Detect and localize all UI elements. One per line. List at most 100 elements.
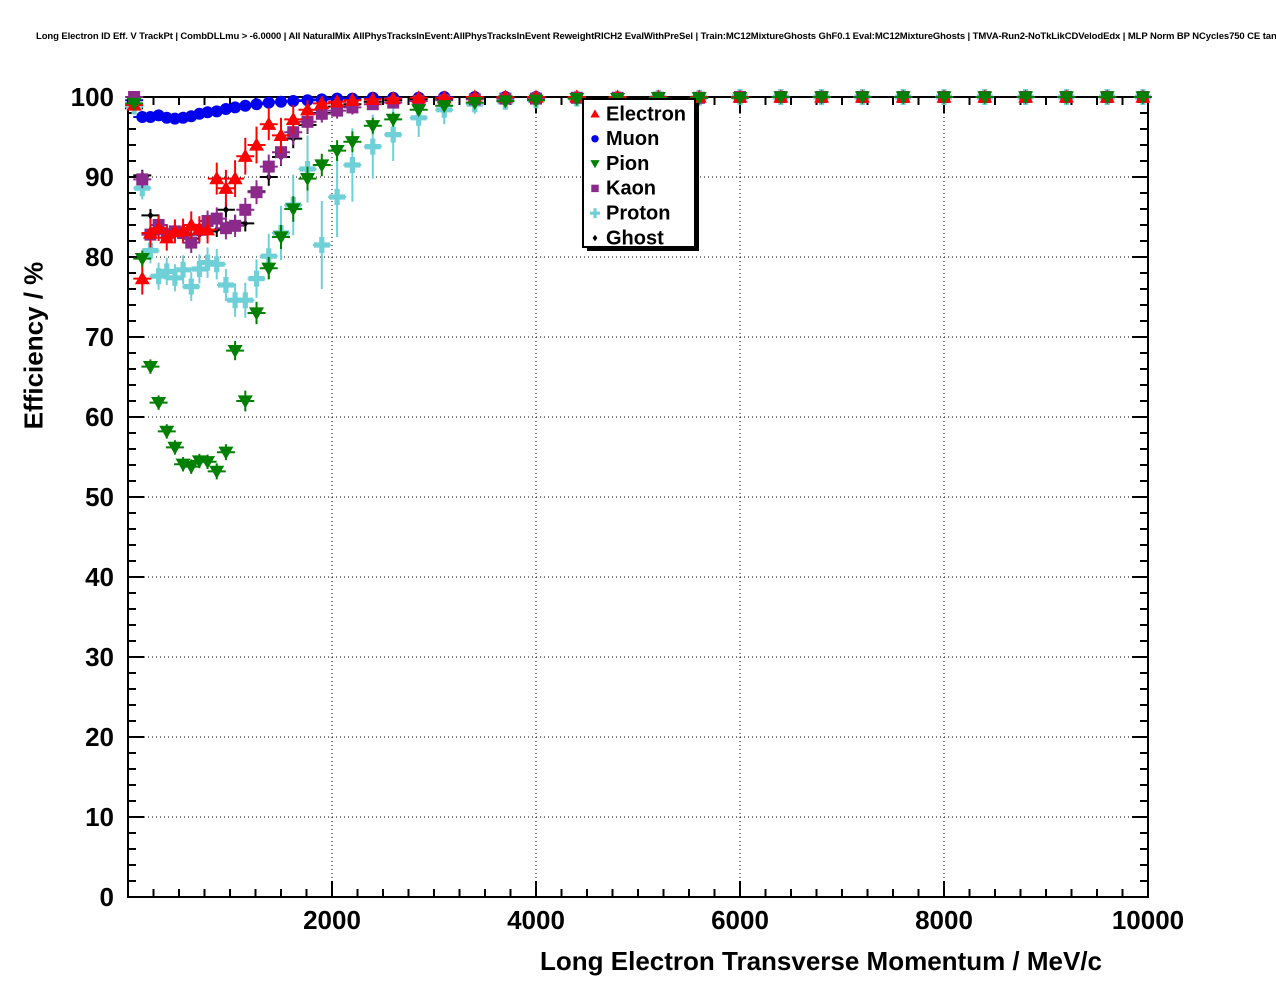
data-marker [364, 138, 381, 155]
data-marker [313, 237, 330, 253]
y-tick-label: 40 [85, 562, 114, 592]
data-marker [365, 120, 381, 134]
data-marker [150, 268, 167, 285]
data-marker [239, 203, 252, 216]
data-marker [237, 395, 253, 409]
legend-item-electron[interactable]: Electron [590, 103, 686, 125]
data-marker [219, 103, 232, 115]
series-pion [125, 91, 1152, 480]
data-marker [773, 91, 789, 105]
y-tick-label: 50 [85, 482, 114, 512]
data-marker [1018, 91, 1034, 105]
page-title: Long Electron ID Eff. V TrackPt | CombDL… [36, 31, 1276, 42]
data-marker [183, 460, 199, 475]
data-marker [183, 217, 199, 231]
data-marker [217, 277, 234, 293]
data-marker [237, 292, 254, 309]
data-marker [261, 116, 277, 130]
data-marker [166, 269, 183, 286]
legend-label: Electron [606, 103, 686, 125]
legend-item-proton[interactable]: Proton [590, 202, 670, 224]
data-marker [209, 465, 225, 479]
data-marker [227, 292, 244, 309]
legend-item-pion[interactable]: Pion [590, 153, 649, 175]
data-marker [569, 92, 585, 107]
data-marker [331, 104, 344, 117]
legend-item-kaon[interactable]: Kaon [591, 178, 656, 200]
y-tick-label: 90 [85, 162, 114, 192]
data-marker [151, 396, 167, 411]
legend-label: Pion [606, 153, 649, 175]
legend-label: Kaon [606, 178, 656, 200]
data-marker [134, 252, 150, 267]
data-marker [732, 92, 748, 106]
data-marker [147, 211, 154, 220]
data-marker [142, 360, 158, 375]
data-marker [1099, 91, 1115, 105]
data-marker [365, 91, 381, 106]
data-marker [329, 94, 345, 108]
data-marker [134, 271, 150, 285]
data-marker [201, 106, 214, 119]
data-marker [142, 242, 159, 259]
data-marker [250, 186, 263, 199]
data-marker [467, 96, 483, 111]
data-marker [329, 189, 346, 205]
data-marker [977, 91, 993, 105]
data-marker [183, 278, 200, 295]
axis-tick-labels: 0 10 20 30 40 50 60 70 80 90 100 2000 4000 6000 8000 10… [71, 82, 1185, 935]
data-marker [273, 127, 289, 142]
data-marker [229, 101, 242, 114]
data-marker [385, 91, 401, 105]
data-marker [248, 270, 265, 287]
data-marker [239, 99, 252, 112]
data-marker [936, 91, 952, 105]
data-marker [385, 113, 401, 127]
data-marker [185, 236, 198, 249]
data-marker [590, 160, 600, 169]
data-marker [329, 144, 345, 159]
data-marker [249, 307, 265, 321]
data-marker [227, 344, 243, 359]
data-marker [175, 261, 192, 278]
data-marker [314, 159, 330, 173]
x-tick-label: 4000 [507, 905, 565, 935]
data-marker [159, 425, 175, 439]
data-marker [222, 205, 229, 214]
data-marker [250, 98, 263, 111]
y-tick-label: 70 [85, 322, 114, 352]
data-marker [159, 230, 175, 244]
x-tick-label: 8000 [915, 905, 973, 935]
data-marker [314, 95, 330, 110]
data-marker [814, 91, 830, 105]
data-marker [210, 212, 223, 225]
x-tick-label: 6000 [711, 905, 769, 935]
data-marker [249, 137, 265, 151]
data-marker [237, 148, 253, 162]
data-marker [591, 135, 599, 143]
data-marker [199, 254, 216, 271]
data-marker [300, 102, 316, 116]
legend-item-muon[interactable]: Muon [591, 128, 659, 150]
data-marker [411, 104, 427, 118]
data-marker [200, 222, 216, 236]
x-tick-label: 10000 [1112, 905, 1184, 935]
y-tick-label: 100 [71, 82, 114, 112]
y-tick-label: 10 [85, 802, 114, 832]
data-marker [260, 248, 277, 265]
data-marker [590, 109, 600, 118]
y-tick-label: 60 [85, 402, 114, 432]
data-marker [273, 231, 289, 245]
y-tick-label: 0 [100, 882, 114, 912]
data-marker [285, 203, 301, 217]
data-marker [136, 173, 149, 186]
legend-item-ghost[interactable]: Ghost [592, 227, 665, 249]
data-marker [209, 171, 225, 185]
legend-label: Proton [606, 202, 670, 224]
x-tick-label: 2000 [303, 905, 361, 935]
data-marker [142, 225, 158, 239]
data-marker [411, 90, 427, 104]
